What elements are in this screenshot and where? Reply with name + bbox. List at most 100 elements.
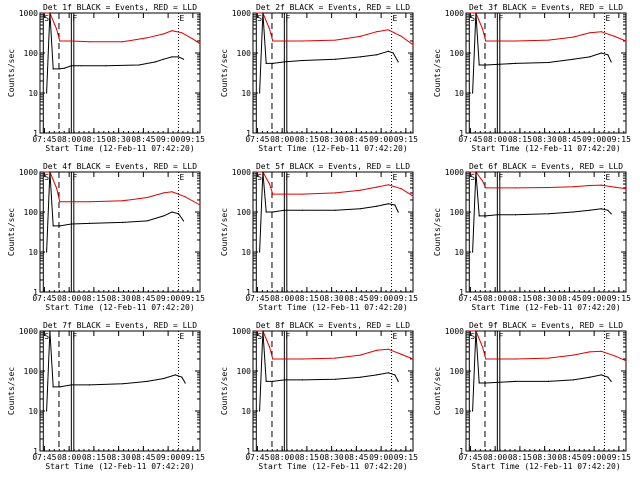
lld-series-line-point: [272, 193, 274, 195]
panel-9: Det 9f BLACK = Events, RED = LLD 1000 100 1…: [433, 321, 631, 471]
y-tick-label: 1000: [445, 327, 464, 336]
events-series-line-point: [49, 171, 51, 173]
x-tick-label: 09:00: [369, 294, 393, 303]
marker-label: E: [606, 14, 611, 23]
events-series-line-point: [59, 386, 61, 388]
lld-series-line: [43, 12, 201, 45]
plot-frame: [465, 171, 627, 293]
events-series-line-point: [472, 251, 474, 253]
x-axis-label: Start Time (12-Feb-11 07:42:20): [45, 462, 194, 471]
x-tick-label: 07:45: [32, 135, 56, 144]
lld-series-line-point: [301, 358, 304, 360]
events-series-line-point: [359, 208, 361, 210]
x-tick-label: 08:30: [533, 453, 557, 462]
plot-frame: [252, 171, 414, 293]
marker-label: F: [72, 14, 77, 23]
lld-series-line: [469, 171, 627, 190]
y-tick-label: 1: [459, 129, 464, 138]
x-tick-label: 07:45: [245, 453, 269, 462]
marker-label: F: [285, 173, 290, 182]
events-series-line: [259, 12, 399, 94]
x-axis-label: Start Time (12-Feb-11 07:42:20): [45, 144, 194, 153]
x-tick-label: 08:45: [131, 453, 155, 462]
y-tick-label: 10: [28, 248, 38, 257]
x-tick-label: 08:15: [295, 453, 319, 462]
lld-series-line-point: [268, 346, 271, 348]
panel-title: Det 4f BLACK = Events, RED = LLD: [43, 162, 197, 171]
lld-series-line-point: [387, 29, 389, 31]
lld-series-line-point: [400, 188, 403, 190]
marker-label: S: [470, 332, 475, 341]
x-tick-label: 08:00: [483, 294, 507, 303]
x-tick-label: 09:15: [181, 294, 205, 303]
lld-series-line-point: [171, 191, 173, 193]
x-tick-label: 09:00: [369, 135, 393, 144]
x-tick-label: 08:15: [82, 294, 106, 303]
lld-series-line-point: [589, 351, 591, 353]
x-tick-label: 08:15: [82, 135, 106, 144]
panel-3: Det 3f BLACK = Events, RED = LLD 1000 100 1…: [433, 3, 631, 153]
lld-series-line-point: [600, 184, 602, 186]
lld-series-line-point: [59, 40, 61, 42]
lld-series-line-point: [514, 40, 517, 42]
lld-series-line-point: [121, 41, 124, 43]
events-series-line-point: [485, 64, 487, 66]
events-series-line-point: [105, 65, 107, 67]
y-tick-label: 1000: [232, 168, 251, 177]
events-series-line: [46, 330, 186, 412]
marker-label: E: [180, 332, 185, 341]
panel-title: Det 9f BLACK = Events, RED = LLD: [469, 321, 623, 330]
lld-series-line-point: [613, 355, 616, 357]
events-series-line-point: [475, 330, 477, 332]
events-series-line-point: [146, 380, 148, 382]
events-series-line-point: [52, 386, 54, 388]
events-series-line: [46, 12, 184, 94]
marker-label: E: [180, 14, 185, 23]
events-series-line-point: [547, 213, 550, 215]
y-tick-label: 10: [454, 248, 464, 257]
events-series-line: [259, 171, 399, 253]
lld-series-line-point: [301, 193, 304, 195]
x-tick-label: 08:15: [508, 294, 532, 303]
y-axis-label: Counts/sec: [433, 49, 442, 97]
x-tick-label: 09:15: [394, 294, 418, 303]
y-tick-label: 1: [459, 447, 464, 456]
lld-series-line-point: [283, 358, 285, 360]
events-series-line-point: [547, 61, 550, 64]
events-series-line-point: [485, 215, 487, 217]
events-series-line-point: [70, 65, 72, 67]
marker-label: F: [498, 14, 503, 23]
events-series-line-point: [478, 64, 480, 66]
lld-series-line-point: [400, 353, 403, 355]
events-series-line-point: [301, 209, 304, 211]
events-series-line-point: [387, 50, 389, 52]
y-tick-label: 1: [246, 447, 251, 456]
lld-series-line-point: [613, 186, 616, 188]
lld-series-line-point: [359, 354, 361, 356]
y-tick-label: 10: [241, 89, 251, 98]
x-tick-label: 08:45: [344, 453, 368, 462]
x-axis-label: Start Time (12-Feb-11 07:42:20): [471, 144, 620, 153]
y-tick-label: 100: [237, 208, 252, 217]
y-tick-label: 100: [237, 49, 252, 58]
marker-label: E: [393, 332, 398, 341]
events-series-line-point: [387, 203, 389, 205]
events-series-line-point: [182, 58, 185, 60]
x-tick-label: 09:00: [582, 294, 606, 303]
events-series-line-point: [514, 62, 517, 64]
x-tick-label: 08:45: [344, 135, 368, 144]
x-tick-label: 08:30: [533, 294, 557, 303]
plot-frame: [39, 12, 201, 134]
events-series-line-point: [146, 220, 148, 222]
x-tick-label: 08:00: [57, 294, 81, 303]
x-tick-label: 08:30: [320, 453, 344, 462]
plot-frame: [39, 171, 201, 293]
panel-title: Det 1f BLACK = Events, RED = LLD: [43, 3, 197, 12]
y-tick-label: 1: [459, 288, 464, 297]
marker-label: F: [498, 332, 503, 341]
lld-series-line-point: [255, 330, 257, 332]
events-series-line-point: [59, 225, 61, 227]
events-series-line-point: [178, 56, 180, 58]
lld-series-line-point: [412, 44, 414, 46]
x-axis-label: Start Time (12-Feb-11 07:42:20): [258, 144, 407, 153]
